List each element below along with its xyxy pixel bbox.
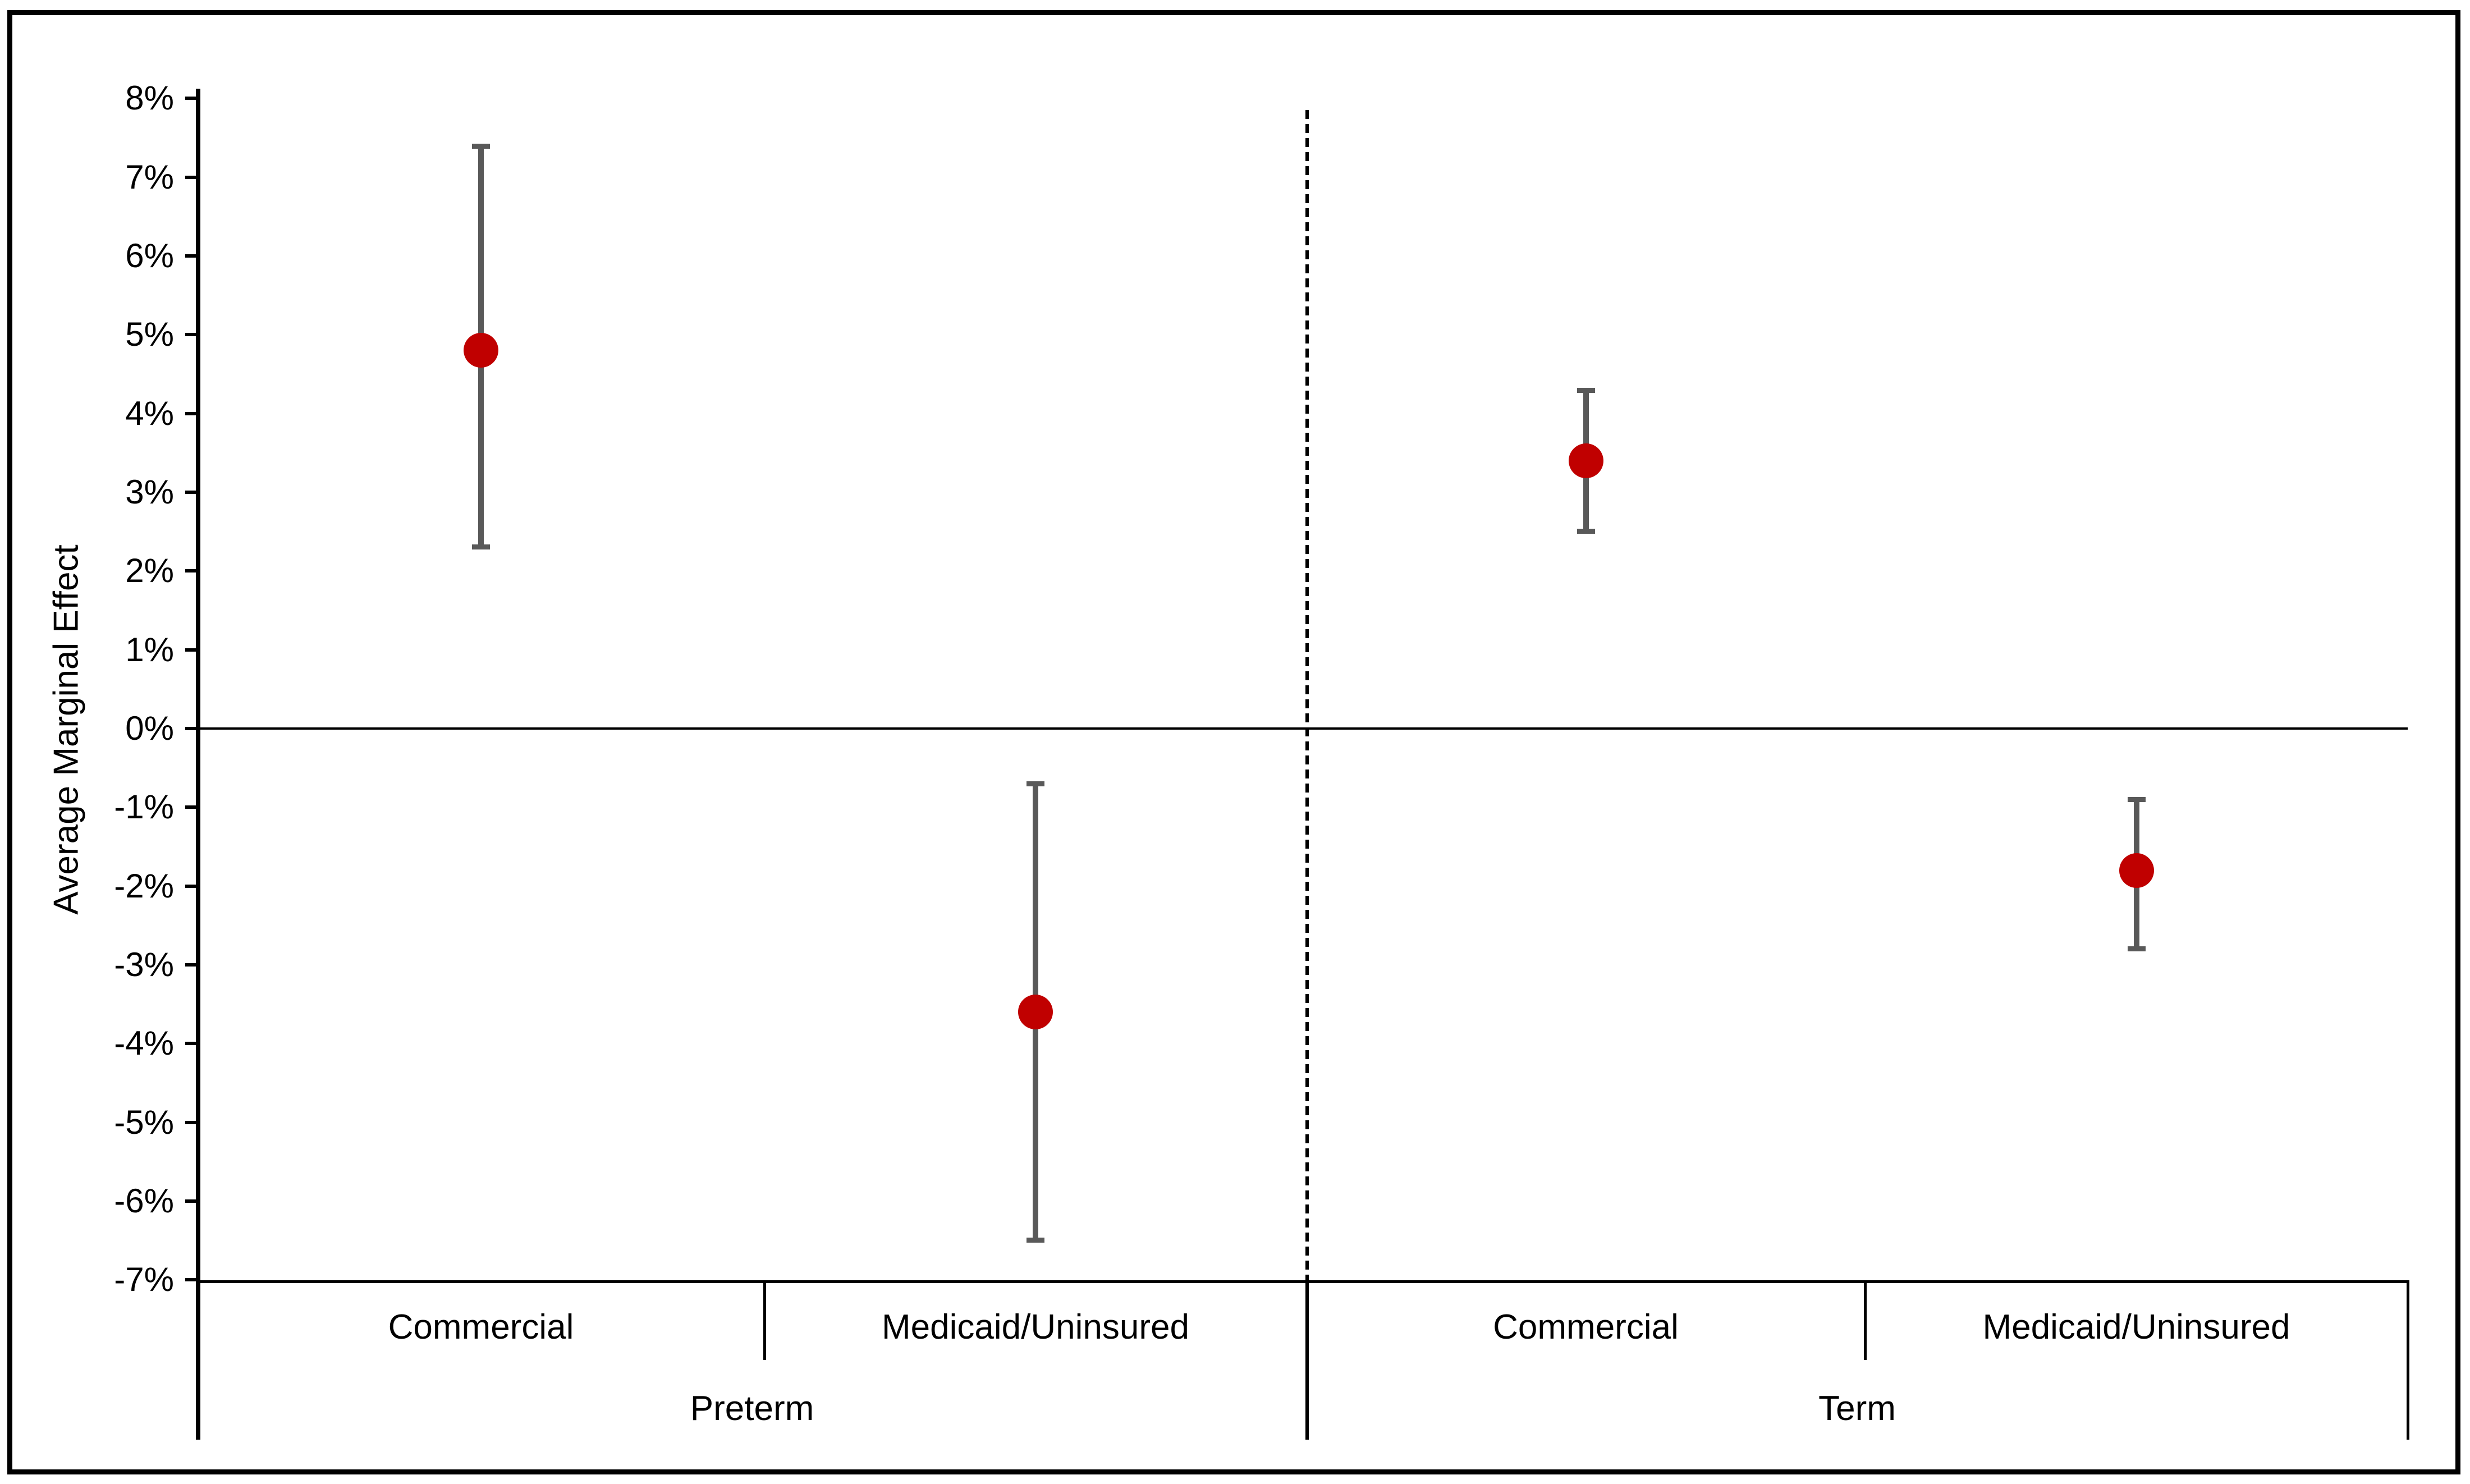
y-tick-label-3%: 3%: [125, 473, 174, 511]
data-point-marker-term-medicaid-uninsured: [2119, 853, 2154, 888]
group-label-term: Term: [1818, 1389, 1896, 1428]
y-tick-label--6%: -6%: [114, 1181, 174, 1220]
y-tick-mark-4%: [185, 411, 200, 415]
error-bar-cap-bottom-term-medicaid-uninsured: [2127, 946, 2146, 951]
category-label-preterm-commercial: Commercial: [388, 1308, 574, 1346]
category-label-term-medicaid-uninsured: Medicaid/Uninsured: [1982, 1308, 2290, 1346]
y-tick-label-1%: 1%: [125, 630, 174, 668]
y-tick-mark-5%: [185, 333, 200, 337]
data-point-marker-preterm-commercial: [464, 333, 498, 368]
y-tick-mark-1%: [185, 648, 200, 652]
y-tick-label-4%: 4%: [125, 394, 174, 432]
figure-border: [7, 10, 2460, 1474]
y-tick-label-7%: 7%: [125, 158, 174, 196]
y-tick-label--2%: -2%: [114, 867, 174, 905]
group-divider-solid: [1305, 1281, 1309, 1440]
category-label-preterm-medicaid-uninsured: Medicaid/Uninsured: [882, 1308, 1189, 1346]
y-tick-label-5%: 5%: [125, 315, 174, 354]
y-tick-mark--5%: [185, 1120, 200, 1124]
y-tick-mark--1%: [185, 805, 200, 809]
category-divider-1: [763, 1283, 766, 1360]
error-bar-cap-top-preterm-commercial: [472, 143, 490, 149]
y-tick-mark--2%: [185, 884, 200, 888]
error-bar-cap-top-term-commercial: [1577, 387, 1595, 393]
y-tick-mark--4%: [185, 1042, 200, 1046]
y-tick-mark--7%: [185, 1278, 200, 1282]
y-tick-mark-0%: [185, 727, 200, 730]
error-bar-cap-top-preterm-medicaid-uninsured: [1027, 781, 1044, 787]
category-label-term-commercial: Commercial: [1493, 1308, 1679, 1346]
y-axis-line: [196, 89, 200, 1440]
y-tick-mark-8%: [185, 97, 200, 100]
group-divider-dashed: [1305, 110, 1309, 1281]
y-tick-label-6%: 6%: [125, 237, 174, 275]
y-tick-label-2%: 2%: [125, 552, 174, 590]
zero-line: [200, 727, 2408, 730]
right-boundary-line: [2407, 1281, 2409, 1440]
y-tick-mark-6%: [185, 254, 200, 258]
y-tick-label-0%: 0%: [125, 709, 174, 747]
y-tick-mark-2%: [185, 569, 200, 573]
error-bar-cap-top-term-medicaid-uninsured: [2127, 797, 2146, 803]
y-tick-label--7%: -7%: [114, 1261, 174, 1299]
data-point-marker-preterm-medicaid-uninsured: [1018, 995, 1053, 1030]
data-point-marker-term-commercial: [1568, 443, 1603, 478]
y-tick-label-8%: 8%: [125, 79, 174, 117]
x-axis-line: [196, 1280, 2409, 1283]
y-tick-mark--3%: [185, 963, 200, 967]
category-divider-2: [1864, 1283, 1867, 1360]
error-bar-cap-bottom-preterm-medicaid-uninsured: [1027, 1238, 1044, 1243]
y-tick-label--1%: -1%: [114, 788, 174, 826]
error-bar-cap-bottom-term-commercial: [1577, 529, 1595, 534]
group-label-preterm: Preterm: [690, 1389, 814, 1428]
y-tick-label--5%: -5%: [114, 1103, 174, 1141]
error-bar-cap-bottom-preterm-commercial: [472, 544, 490, 550]
y-tick-label--3%: -3%: [114, 945, 174, 983]
y-tick-mark-7%: [185, 175, 200, 179]
y-tick-mark-3%: [185, 491, 200, 494]
y-tick-mark--6%: [185, 1199, 200, 1203]
y-tick-label--4%: -4%: [114, 1024, 174, 1062]
